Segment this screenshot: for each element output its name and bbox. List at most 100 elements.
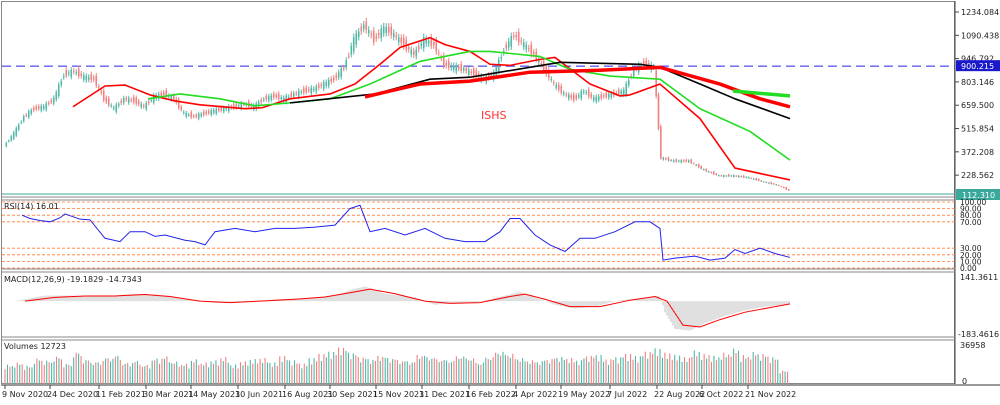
candle-body — [390, 26, 393, 36]
candle-body — [110, 105, 113, 107]
candle-body — [225, 107, 228, 110]
candle-body — [760, 180, 763, 182]
ma-green-thick-line — [732, 89, 791, 98]
candle-body — [317, 84, 320, 88]
candle-body — [340, 68, 343, 77]
chart-frame — [1, 1, 955, 384]
candle-body — [115, 104, 118, 112]
rsi-level-label: 90.00 — [960, 205, 982, 214]
candle-body — [285, 95, 288, 103]
candle-body — [787, 189, 790, 191]
volume-label: Volumes 12723 — [4, 342, 66, 351]
candle-body — [532, 52, 535, 55]
macd-label: MACD(12,26,9) -19.1829 -14.7343 — [4, 275, 142, 284]
candle-body — [737, 175, 740, 178]
candle-body — [452, 65, 455, 70]
candle-body — [465, 68, 468, 71]
candle-body — [202, 111, 205, 116]
candle-body — [327, 79, 330, 86]
price-tick-label: 515.854 — [961, 125, 994, 134]
candle-body — [287, 96, 290, 98]
macd-panel[interactable] — [15, 286, 791, 331]
candle-body — [670, 160, 672, 162]
candle-body — [220, 107, 223, 111]
candle-body — [750, 178, 753, 180]
candle-body — [365, 21, 368, 31]
candle-body — [500, 57, 503, 59]
candle-body — [27, 111, 30, 118]
candle-body — [335, 75, 338, 79]
candle-body — [615, 92, 618, 94]
candle-body — [117, 104, 120, 106]
candle-body — [25, 114, 28, 116]
price-tick-label: 228.562 — [961, 171, 994, 180]
candle-body — [70, 69, 73, 77]
candle-body — [525, 44, 528, 50]
candle-body — [370, 34, 373, 36]
rsi-level-label: 100.00 — [960, 198, 986, 207]
candle-body — [507, 41, 510, 48]
candle-body — [207, 110, 210, 114]
price-tick-label: 946.792 — [961, 55, 994, 64]
candle-body — [125, 98, 128, 100]
time-tick-label: 22 Aug 2022 — [654, 390, 705, 399]
candle-body — [132, 96, 135, 103]
candle-body — [382, 26, 385, 34]
candle-body — [195, 114, 198, 117]
candle-body — [392, 32, 395, 37]
candle-body — [280, 97, 283, 100]
rsi-level-label: 20.00 — [960, 251, 982, 260]
candle-body — [640, 65, 643, 67]
candle-body — [515, 35, 518, 37]
candle-body — [150, 100, 153, 102]
candle-body — [262, 99, 265, 101]
candle-body — [415, 49, 418, 57]
candle-body — [355, 33, 358, 45]
candle-body — [720, 175, 723, 177]
candle-body — [627, 80, 630, 86]
candle-body — [345, 60, 348, 68]
candle-body — [205, 111, 208, 114]
volume-panel[interactable] — [4, 347, 789, 384]
candle-body — [767, 182, 770, 184]
candle-body — [442, 55, 445, 67]
candle-body — [100, 91, 103, 93]
candle-body — [770, 182, 773, 185]
rsi-level-label: 10.00 — [960, 257, 982, 266]
candle-body — [445, 62, 448, 66]
price-panel[interactable] — [2, 17, 955, 195]
candle-body — [472, 68, 475, 77]
candle-body — [622, 89, 625, 95]
candle-body — [282, 97, 285, 101]
candle-body — [762, 181, 765, 183]
rsi-level-label: 30.00 — [960, 244, 982, 253]
candle-body — [695, 164, 698, 166]
candle-body — [780, 186, 783, 188]
time-tick-label: 16 Aug 2021 — [282, 390, 333, 399]
candle-body — [600, 94, 603, 99]
candle-body — [55, 92, 58, 100]
candle-body — [757, 179, 760, 181]
candle-body — [302, 88, 305, 93]
candle-body — [350, 45, 353, 55]
candle-body — [642, 61, 645, 67]
candle-body — [42, 106, 45, 109]
candle-body — [712, 171, 715, 175]
candle-body — [607, 93, 610, 98]
candle-body — [597, 96, 600, 101]
candle-body — [105, 97, 108, 102]
candle-body — [435, 40, 438, 52]
candle-body — [440, 57, 443, 59]
candle-body — [690, 159, 693, 164]
candle-body — [265, 96, 268, 100]
price-line-label: 900.215 — [961, 62, 994, 71]
rsi-level-label: 0.00 — [960, 264, 977, 273]
candle-body — [580, 91, 583, 99]
candle-body — [342, 67, 345, 69]
time-tick-label: 7 Jul 2022 — [607, 390, 647, 399]
candle-body — [20, 122, 23, 124]
candle-body — [377, 33, 380, 36]
candle-body — [660, 126, 662, 159]
